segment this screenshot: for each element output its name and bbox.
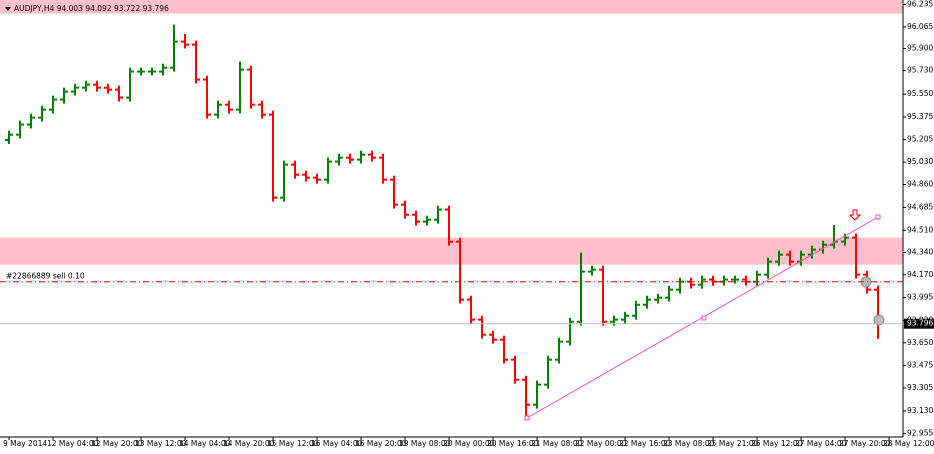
y-tick-label: 93.475	[907, 361, 933, 370]
x-tick-label: 14 May 20:00	[223, 439, 275, 448]
zones	[0, 0, 903, 265]
x-tick-label: 15 May 12:00	[267, 439, 319, 448]
x-tick-label: 21 May 08:00	[531, 439, 583, 448]
y-tick-label: 94.685	[907, 202, 933, 211]
x-tick-label: 12 May 04:00	[47, 439, 99, 448]
bars	[5, 24, 882, 417]
x-tick-label: 16 May 04:00	[311, 439, 363, 448]
y-tick-label: 95.550	[907, 89, 933, 98]
x-tick-label: 20 May 00:00	[443, 439, 495, 448]
trend-handle[interactable]	[701, 315, 707, 321]
y-tick-label: 94.170	[907, 270, 933, 279]
x-tick-label: 28 May 12:00	[883, 439, 934, 448]
y-tick-label: 92.955	[907, 429, 933, 438]
order-label: #22866889 sell 0.10	[6, 272, 85, 281]
header-icon[interactable]	[5, 7, 11, 11]
x-tick-label: 13 May 12:00	[135, 439, 187, 448]
y-tick-label: 93.130	[907, 406, 933, 415]
y-tick-label: 94.860	[907, 179, 933, 188]
zone	[0, 0, 903, 14]
sell-arrow	[848, 209, 862, 221]
x-tick-label: 16 May 20:00	[355, 439, 407, 448]
x-tick-label: 14 May 04:00	[179, 439, 231, 448]
y-tick-label: 95.205	[907, 134, 933, 143]
y-tick-label: 95.375	[907, 112, 933, 121]
y-tick-label: 93.995	[907, 293, 933, 302]
order-marker	[873, 314, 885, 326]
trend-handle[interactable]	[875, 214, 881, 220]
x-tick-label: 25 May 21:00	[707, 439, 759, 448]
y-tick-label: 95.030	[907, 157, 933, 166]
y-tick-label: 95.730	[907, 66, 933, 75]
x-tick-label: 22 May 00:00	[575, 439, 627, 448]
y-tick-label: 93.650	[907, 338, 933, 347]
y-tick-label: 95.900	[907, 43, 933, 52]
x-tick-label: 9 May 2014	[3, 439, 47, 448]
x-tick-label: 19 May 08:00	[399, 439, 451, 448]
x-tick-label: 26 May 12:00	[751, 439, 803, 448]
price-tag-label: 93.796	[907, 319, 933, 328]
y-tick-label: 94.510	[907, 225, 933, 234]
chart-header: AUDJPY,H4 94.003 94.092 93.722 93.796	[14, 4, 169, 13]
price-tag	[904, 318, 934, 329]
x-tick-label: 12 May 20:00	[91, 439, 143, 448]
x-tick-label: 27 May 04:00	[795, 439, 847, 448]
trend-handle[interactable]	[524, 415, 530, 421]
y-tick-label: 96.235	[907, 0, 933, 9]
y-tick-label: 94.340	[907, 248, 933, 257]
x-tick-label: 22 May 16:00	[619, 439, 671, 448]
y-tick-label: 93.305	[907, 383, 933, 392]
x-tick-label: 23 May 08:00	[663, 439, 715, 448]
x-tick-label: 27 May 20:00	[839, 439, 891, 448]
y-tick-label: 96.065	[907, 22, 933, 31]
x-tick-label: 20 May 16:00	[487, 439, 539, 448]
